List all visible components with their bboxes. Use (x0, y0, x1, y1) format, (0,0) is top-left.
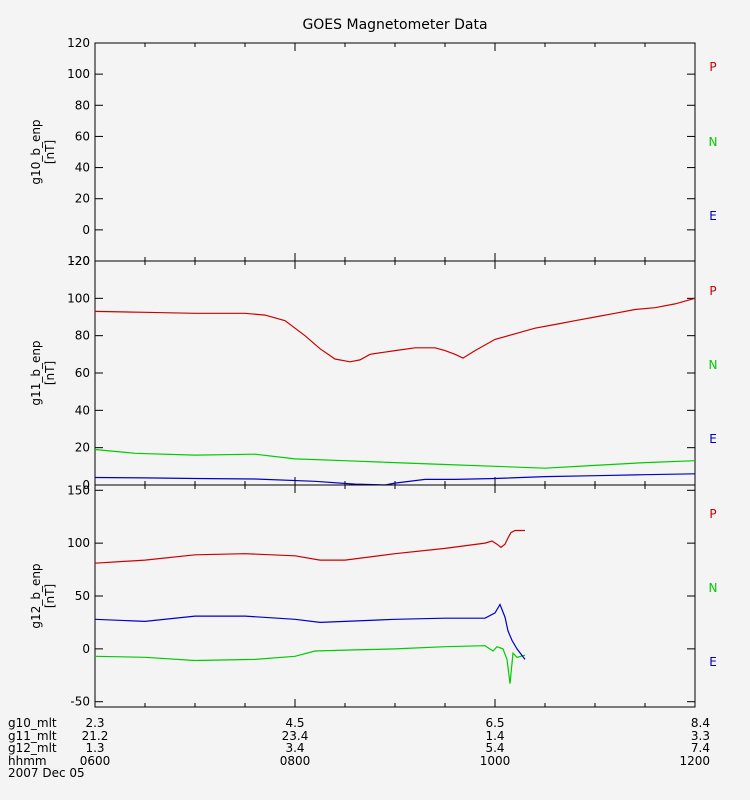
chart-title: GOES Magnetometer Data (302, 17, 487, 33)
y-tick-label: -50 (70, 695, 90, 709)
footer-value: 23.4 (281, 728, 309, 743)
legend-e: E (709, 209, 717, 223)
y-tick-label: 100 (67, 536, 90, 550)
footer-value: 3.4 (285, 741, 305, 755)
y-tick-label: 150 (67, 483, 90, 497)
panel-frame (94, 484, 696, 708)
footer-value: 5.4 (485, 741, 505, 755)
footer-value: 1000 (479, 753, 511, 768)
footer-value: 7.4 (690, 741, 710, 755)
legend-p: P (709, 60, 716, 74)
y-tick-label: 20 (75, 192, 90, 206)
series-line-n (94, 448, 696, 469)
y-tick-label: 0 (82, 478, 90, 492)
y-axis-label: g12_b_enp (29, 563, 43, 628)
footer-value: 1200 (679, 753, 710, 768)
legend-p: P (709, 284, 716, 298)
y-tick-label: 60 (75, 129, 90, 143)
y-tick-label: 100 (67, 291, 90, 305)
legend-p: P (709, 507, 716, 521)
footer-row-label: g10_mlt (8, 716, 57, 730)
y-tick-label: 40 (75, 403, 90, 417)
y-tick-label: -20 (70, 254, 90, 268)
footer-value: 1.3 (85, 741, 105, 755)
footer-value: 3.3 (690, 728, 710, 743)
footer-value: 1.4 (485, 728, 505, 743)
y-axis-unit: [nT] (43, 361, 57, 385)
y-axis-unit: [nT] (43, 140, 57, 164)
series-line-e (94, 603, 526, 660)
footer-value: 2.3 (85, 716, 105, 730)
y-tick-label: 0 (82, 642, 90, 656)
series-line-e (94, 473, 696, 486)
footer-row-label: hhmm (8, 753, 47, 768)
y-tick-label: 120 (67, 254, 90, 268)
legend-e: E (709, 432, 717, 446)
y-axis-label: g10_b_enp (29, 119, 43, 184)
footer-value: 0800 (279, 753, 311, 768)
footer-value: 4.5 (285, 716, 305, 730)
panel-frame (94, 260, 696, 486)
y-tick-label: 80 (75, 98, 90, 112)
y-axis-label: g11_b_enp (29, 340, 43, 405)
y-tick-label: 100 (67, 67, 90, 81)
footer-value: 0600 (79, 753, 111, 768)
y-tick-label: 40 (75, 161, 90, 175)
y-axis-unit: [nT] (43, 584, 57, 608)
y-tick-label: 0 (82, 223, 90, 237)
y-tick-label: 120 (67, 36, 90, 50)
footer-value: 21.2 (81, 728, 109, 743)
y-tick-label: 20 (75, 441, 90, 455)
footer-date: 2007 Dec 05 (8, 766, 85, 780)
footer-row-label: g12_mlt (8, 741, 57, 755)
panel-frame (94, 42, 696, 262)
legend-e: E (709, 655, 717, 669)
y-tick-label: 60 (75, 366, 90, 380)
legend-n: N (709, 581, 718, 595)
y-tick-label: 80 (75, 329, 90, 343)
series-line-p (94, 529, 525, 564)
legend-n: N (709, 135, 718, 149)
legend-n: N (709, 358, 718, 372)
series-line-n (94, 645, 526, 684)
y-tick-label: 50 (75, 589, 90, 603)
series-line-p (94, 297, 696, 363)
footer-value: 6.5 (485, 716, 505, 730)
footer-value: 8.4 (690, 716, 710, 730)
footer-row-label: g11_mlt (8, 728, 57, 743)
